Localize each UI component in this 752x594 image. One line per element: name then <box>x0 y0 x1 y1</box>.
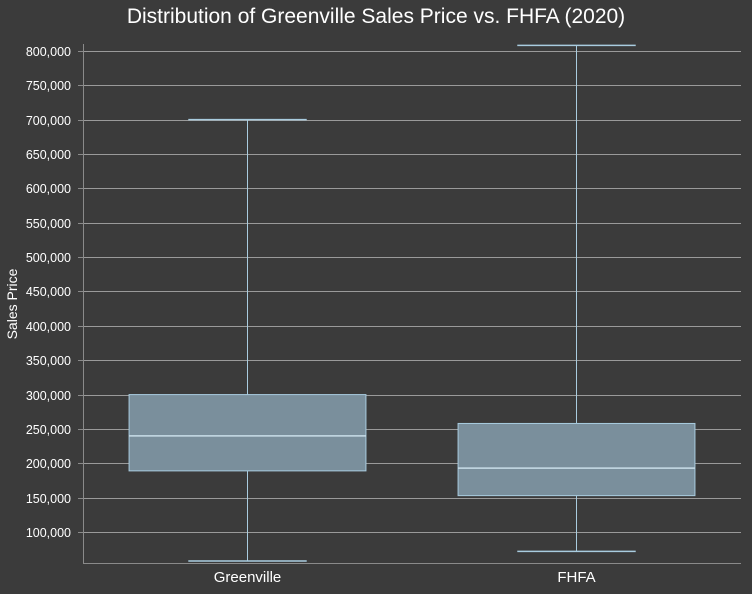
y-tick-label: 700,000 <box>26 114 71 128</box>
grid-layer <box>83 51 741 533</box>
x-tick-label: FHFA <box>557 569 595 586</box>
box-fhfa <box>457 44 696 553</box>
y-tick-label: 150,000 <box>26 492 71 506</box>
y-tick-label: 250,000 <box>26 423 71 437</box>
y-tick-label: 350,000 <box>26 354 71 368</box>
y-axis-label: Sales Price <box>4 268 20 339</box>
y-tick-label: 300,000 <box>26 389 71 403</box>
x-tick-label: Greenville <box>214 569 282 586</box>
y-tick-label: 400,000 <box>26 320 71 334</box>
y-tick-label: 100,000 <box>26 526 71 540</box>
y-tick-labels: 100,000 150,000 200,000 250,000 300,000 350,0… <box>26 45 71 540</box>
iqr-box <box>457 422 696 497</box>
box-layer <box>128 44 696 562</box>
axis-layer <box>78 44 741 564</box>
y-tick-label: 600,000 <box>26 182 71 196</box>
y-tick-label: 450,000 <box>26 285 71 299</box>
y-tick-label: 650,000 <box>26 148 71 162</box>
iqr-box <box>128 394 367 472</box>
y-tick-label: 200,000 <box>26 457 71 471</box>
y-tick-label: 750,000 <box>26 79 71 93</box>
x-tick-labels: Greenville FHFA <box>214 569 596 586</box>
y-tick-label: 550,000 <box>26 217 71 231</box>
chart-title: Distribution of Greenville Sales Price v… <box>127 5 625 28</box>
box-greenville <box>128 118 367 562</box>
y-tick-label: 800,000 <box>26 45 71 59</box>
y-tick-label: 500,000 <box>26 251 71 265</box>
